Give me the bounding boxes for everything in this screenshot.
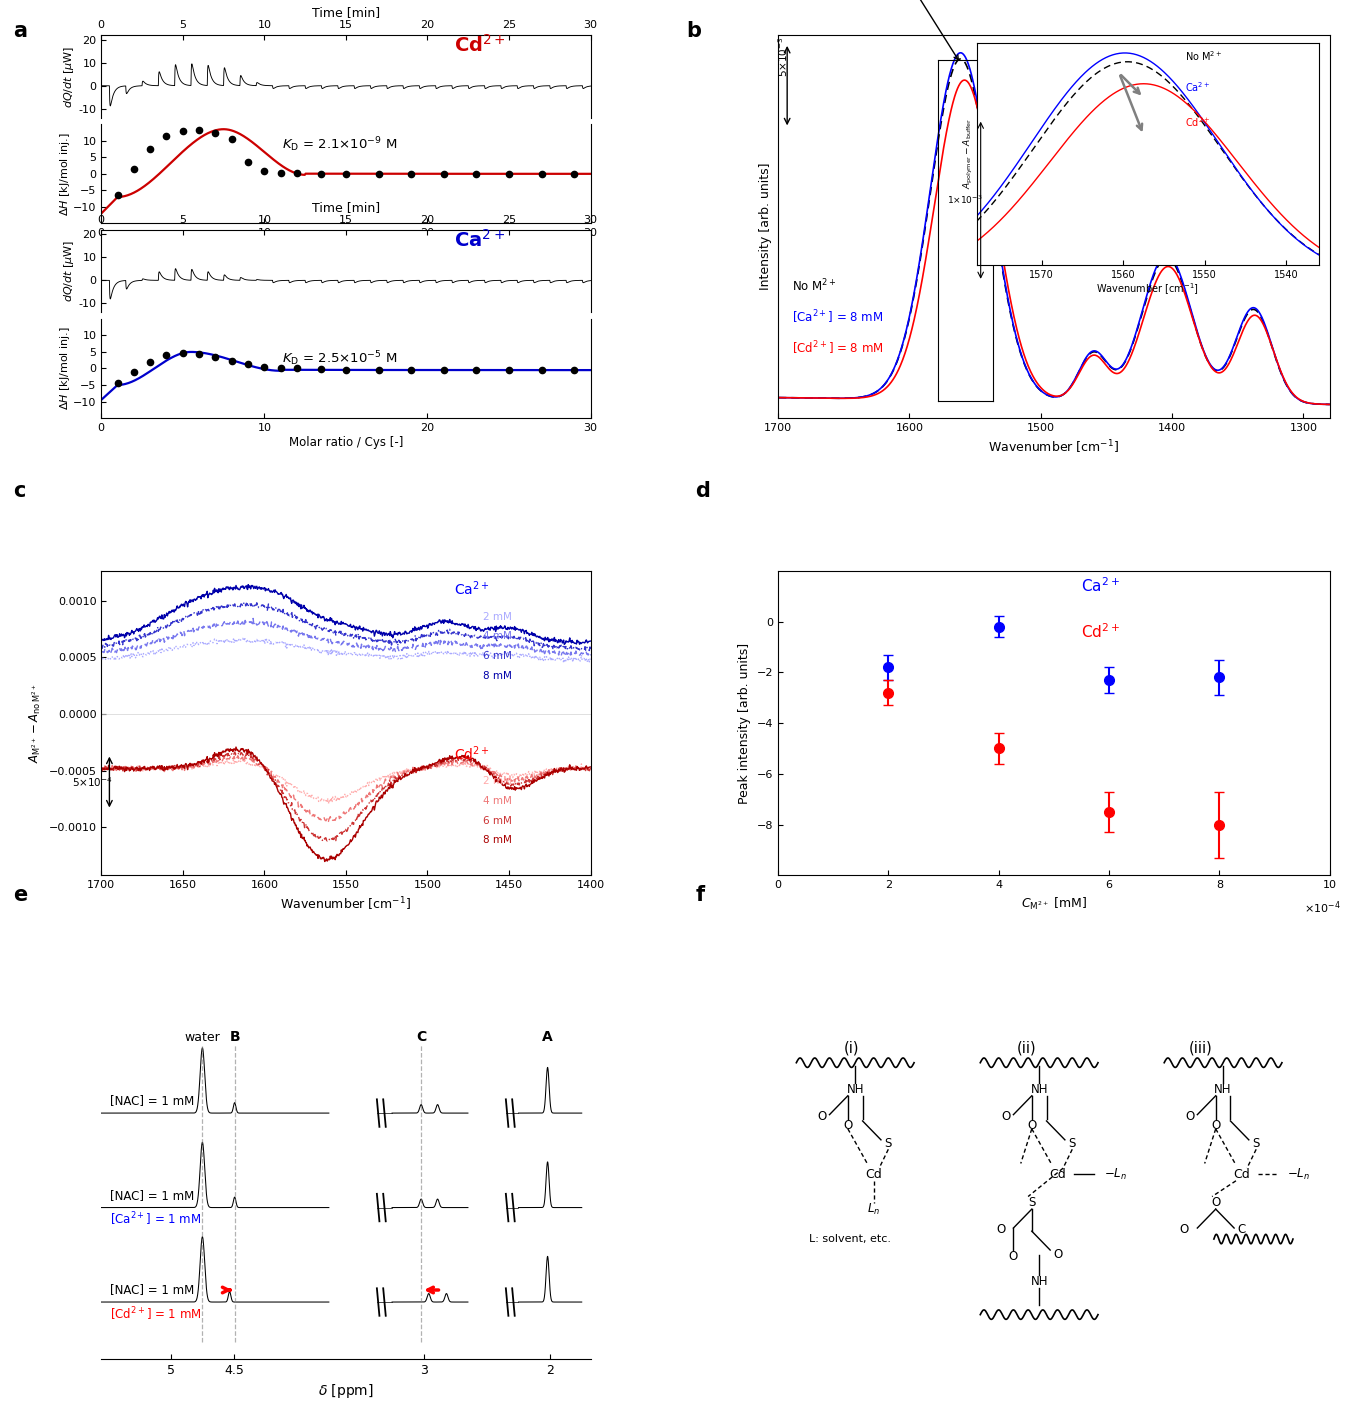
Text: (ii): (ii) — [1017, 1041, 1035, 1056]
Text: Cd: Cd — [1049, 1169, 1066, 1181]
Text: $\nu$ COO$^-$
(antisym): $\nu$ COO$^-$ (antisym) — [883, 0, 958, 59]
Text: (iii): (iii) — [1189, 1041, 1212, 1056]
Y-axis label: $dQ/dt$ [$\mu$W]: $dQ/dt$ [$\mu$W] — [62, 45, 76, 108]
Text: S: S — [884, 1136, 892, 1149]
Text: Cd$^{2+}$: Cd$^{2+}$ — [1081, 622, 1120, 641]
Text: $L_n$: $L_n$ — [867, 1201, 880, 1217]
X-axis label: Wavenumber [cm$^{-1}$]: Wavenumber [cm$^{-1}$] — [988, 438, 1119, 456]
X-axis label: Molar ratio / Cys [-]: Molar ratio / Cys [-] — [289, 241, 404, 253]
Text: Ca$^{2+}$: Ca$^{2+}$ — [454, 580, 489, 598]
Text: d: d — [695, 482, 710, 501]
Text: c: c — [14, 482, 26, 501]
Text: O: O — [1008, 1250, 1018, 1263]
X-axis label: $\delta$ [ppm]: $\delta$ [ppm] — [319, 1383, 374, 1400]
Text: $K_\mathrm{D}$ = 2.5$\times$10$^{-5}$ M: $K_\mathrm{D}$ = 2.5$\times$10$^{-5}$ M — [282, 349, 397, 369]
Text: 4 mM: 4 mM — [483, 631, 512, 641]
Text: NH: NH — [1214, 1083, 1231, 1095]
Y-axis label: Intensity [arb. units]: Intensity [arb. units] — [760, 163, 772, 290]
Text: NH: NH — [1030, 1083, 1048, 1095]
Text: O: O — [1053, 1249, 1062, 1262]
Text: O: O — [1002, 1110, 1011, 1122]
Text: S: S — [1069, 1136, 1076, 1149]
Text: O: O — [818, 1110, 826, 1122]
X-axis label: Wavenumber [cm$^{-1}$]: Wavenumber [cm$^{-1}$] — [281, 895, 412, 914]
Text: (i): (i) — [844, 1041, 860, 1056]
X-axis label: Molar ratio / Cys [-]: Molar ratio / Cys [-] — [289, 435, 404, 449]
Text: [NAC] = 1 mM: [NAC] = 1 mM — [111, 1188, 194, 1202]
Text: O: O — [844, 1119, 852, 1132]
Text: b: b — [686, 21, 701, 41]
X-axis label: Time [min]: Time [min] — [312, 6, 379, 20]
Text: L: solvent, etc.: L: solvent, etc. — [809, 1233, 891, 1245]
Text: Cd: Cd — [1233, 1169, 1250, 1181]
Text: $K_\mathrm{D}$ = 2.1$\times$10$^{-9}$ M: $K_\mathrm{D}$ = 2.1$\times$10$^{-9}$ M — [282, 135, 397, 153]
Text: NH: NH — [846, 1083, 864, 1095]
Text: a: a — [14, 21, 27, 41]
Text: 6 mM: 6 mM — [483, 815, 512, 825]
Text: 2 mM: 2 mM — [483, 776, 512, 786]
Text: 4 mM: 4 mM — [483, 796, 512, 805]
Text: 2 mM: 2 mM — [483, 611, 512, 621]
Text: B: B — [230, 1029, 240, 1043]
Text: Cd: Cd — [865, 1169, 882, 1181]
Text: O: O — [1180, 1224, 1189, 1236]
Text: 8 mM: 8 mM — [483, 670, 512, 681]
Y-axis label: $dQ/dt$ [$\mu$W]: $dQ/dt$ [$\mu$W] — [62, 239, 76, 303]
Y-axis label: Peak intensity [arb. units]: Peak intensity [arb. units] — [738, 642, 751, 804]
Text: O: O — [1211, 1119, 1220, 1132]
Text: [NAC] = 1 mM: [NAC] = 1 mM — [111, 1094, 194, 1108]
Text: [Cd$^{2+}$] = 8 mM: [Cd$^{2+}$] = 8 mM — [791, 339, 883, 356]
Text: 6 mM: 6 mM — [483, 650, 512, 662]
Text: Cd$^{2+}$: Cd$^{2+}$ — [454, 743, 489, 763]
Text: $-L_n$: $-L_n$ — [1103, 1167, 1127, 1183]
Text: S: S — [1029, 1197, 1035, 1209]
Y-axis label: $\Delta H$ [kJ/mol inj.]: $\Delta H$ [kJ/mol inj.] — [58, 132, 72, 215]
Text: NH: NH — [1030, 1276, 1048, 1288]
Text: water: water — [185, 1031, 220, 1043]
Text: e: e — [14, 886, 28, 905]
Text: O: O — [1027, 1119, 1037, 1132]
Text: Cd$^{2+}$: Cd$^{2+}$ — [454, 34, 505, 56]
Text: C: C — [416, 1029, 427, 1043]
Text: Ca$^{2+}$: Ca$^{2+}$ — [454, 228, 505, 251]
Text: $-L_n$: $-L_n$ — [1288, 1167, 1311, 1183]
Text: [Ca$^{2+}$] = 1 mM: [Ca$^{2+}$] = 1 mM — [111, 1211, 201, 1228]
Text: A: A — [543, 1029, 554, 1043]
Text: 5$\times$10$^{-3}$: 5$\times$10$^{-3}$ — [776, 37, 790, 77]
Text: [Cd$^{2+}$] = 1 mM: [Cd$^{2+}$] = 1 mM — [111, 1305, 201, 1324]
Y-axis label: $\Delta H$ [kJ/mol inj.]: $\Delta H$ [kJ/mol inj.] — [58, 327, 72, 410]
Y-axis label: $A_{\mathrm{M}^{2+}} - A_{\mathrm{no\,M}^{2+}}$: $A_{\mathrm{M}^{2+}} - A_{\mathrm{no\,M}… — [28, 683, 43, 763]
Text: Ca$^{2+}$: Ca$^{2+}$ — [1081, 576, 1120, 596]
Text: O: O — [1211, 1197, 1220, 1209]
Text: O: O — [996, 1224, 1006, 1236]
Text: $\times$10$^{-4}$: $\times$10$^{-4}$ — [1304, 900, 1341, 917]
X-axis label: Time [min]: Time [min] — [312, 201, 379, 214]
Text: [NAC] = 1 mM: [NAC] = 1 mM — [111, 1284, 194, 1297]
Text: [Ca$^{2+}$] = 8 mM: [Ca$^{2+}$] = 8 mM — [791, 308, 883, 327]
X-axis label: $C_{\mathrm{M}^{2+}}$ [mM]: $C_{\mathrm{M}^{2+}}$ [mM] — [1021, 895, 1087, 912]
Text: No M$^{2+}$: No M$^{2+}$ — [791, 279, 837, 294]
Text: f: f — [695, 886, 705, 905]
Text: C: C — [1238, 1224, 1246, 1236]
Text: S: S — [1253, 1136, 1260, 1149]
Text: 5$\times$10$^{-4}$: 5$\times$10$^{-4}$ — [72, 776, 112, 788]
Text: O: O — [1185, 1110, 1195, 1122]
Text: 8 mM: 8 mM — [483, 835, 512, 845]
